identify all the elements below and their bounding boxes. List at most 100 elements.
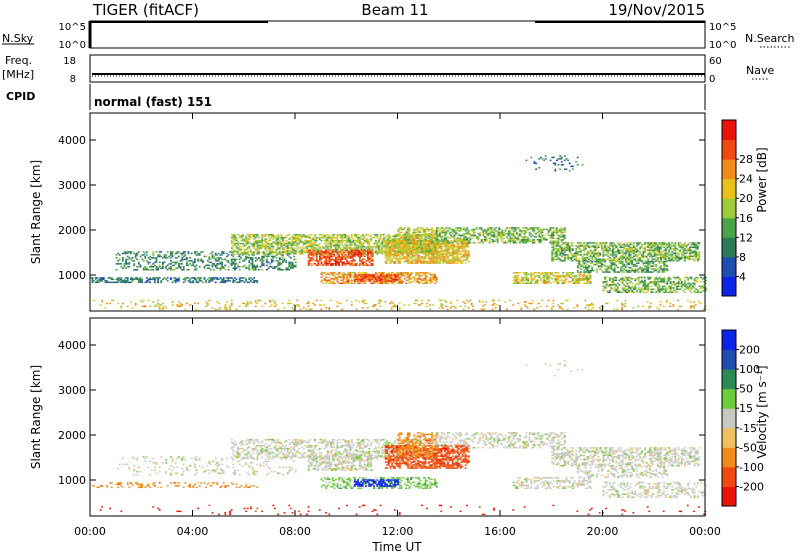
power-cell bbox=[586, 275, 589, 277]
power-cell bbox=[328, 279, 331, 281]
power-cell bbox=[385, 275, 388, 278]
power-cell bbox=[270, 250, 273, 252]
power-cell bbox=[234, 269, 236, 271]
power-cell bbox=[437, 236, 440, 238]
power-cell bbox=[338, 282, 340, 284]
power-cell bbox=[402, 273, 404, 276]
power-cell bbox=[333, 248, 336, 251]
power-cell bbox=[480, 308, 483, 311]
power-cell bbox=[605, 251, 608, 253]
power-cell bbox=[328, 242, 331, 245]
power-cell bbox=[381, 242, 384, 245]
power-cell bbox=[586, 304, 588, 306]
power-cell bbox=[366, 278, 369, 281]
power-cell bbox=[243, 239, 246, 242]
power-cell bbox=[429, 242, 432, 244]
power-cell bbox=[194, 278, 196, 281]
power-cell bbox=[391, 278, 393, 280]
power-cell bbox=[567, 281, 569, 283]
power-cell bbox=[317, 264, 320, 266]
power-cell bbox=[242, 251, 244, 254]
power-cell bbox=[261, 236, 264, 239]
power-cell bbox=[298, 241, 300, 243]
power-cell bbox=[407, 251, 409, 254]
power-cell bbox=[296, 238, 299, 240]
power-cell bbox=[320, 239, 323, 242]
power-cell bbox=[179, 304, 182, 306]
power-cell bbox=[120, 307, 123, 309]
power-cell bbox=[325, 273, 328, 276]
power-cell bbox=[410, 256, 413, 258]
power-cell bbox=[399, 282, 401, 284]
freq-unit-label: [MHz] bbox=[2, 68, 34, 81]
power-cell bbox=[379, 248, 382, 251]
power-cell bbox=[448, 245, 451, 248]
power-cell bbox=[474, 234, 477, 237]
power-cell bbox=[407, 256, 409, 258]
power-cell bbox=[461, 250, 464, 252]
power-cell bbox=[415, 231, 417, 234]
power-cell bbox=[246, 281, 249, 284]
power-cell bbox=[349, 238, 352, 240]
power-cell bbox=[399, 240, 401, 242]
power-cell bbox=[293, 253, 296, 255]
power-cell bbox=[531, 302, 534, 305]
power-cell bbox=[407, 253, 409, 255]
power-cell bbox=[245, 305, 247, 308]
power-cell bbox=[170, 257, 172, 259]
power-cell bbox=[246, 238, 249, 240]
power-cell bbox=[522, 236, 525, 238]
power-cell bbox=[326, 234, 329, 236]
power-cell bbox=[214, 260, 217, 262]
power-cell bbox=[400, 242, 403, 244]
power-cell bbox=[354, 244, 356, 246]
power-cell bbox=[528, 233, 531, 235]
power-cell bbox=[557, 275, 560, 277]
power-cell bbox=[403, 245, 406, 248]
power-cell bbox=[604, 246, 606, 249]
power-cell bbox=[564, 255, 566, 258]
power-cell bbox=[437, 253, 440, 255]
power-cell bbox=[363, 278, 366, 280]
power-cell bbox=[134, 269, 137, 271]
power-cell bbox=[551, 252, 554, 255]
power-cell bbox=[589, 276, 592, 279]
power-cell bbox=[439, 257, 441, 260]
power-cell bbox=[597, 251, 600, 253]
power-cell bbox=[333, 251, 336, 254]
power-cell bbox=[410, 242, 413, 244]
power-cell bbox=[402, 245, 405, 248]
power-cell bbox=[405, 260, 408, 263]
power-cell bbox=[222, 266, 225, 268]
power-cell bbox=[501, 236, 504, 238]
power-cell bbox=[384, 247, 387, 249]
power-cell bbox=[331, 255, 334, 258]
power-cell bbox=[519, 282, 521, 284]
power-cell bbox=[317, 248, 320, 251]
power-cell bbox=[238, 281, 241, 284]
power-cell bbox=[397, 278, 399, 281]
power-cell bbox=[443, 233, 446, 235]
power-cell bbox=[248, 245, 251, 248]
power-cell bbox=[283, 236, 286, 239]
power-cell bbox=[568, 245, 571, 247]
power-cell bbox=[379, 251, 382, 254]
power-cell bbox=[533, 276, 536, 279]
power-cell bbox=[509, 230, 512, 232]
power-cell bbox=[243, 252, 246, 255]
power-cell bbox=[399, 272, 401, 274]
power-cell bbox=[319, 252, 321, 255]
power-cell bbox=[392, 274, 395, 276]
power-cell bbox=[448, 247, 451, 249]
power-cell bbox=[586, 242, 589, 244]
power-cell bbox=[578, 282, 581, 284]
power-cell bbox=[361, 278, 364, 281]
power-cell bbox=[429, 253, 432, 255]
power-cell bbox=[666, 301, 668, 303]
power-cell bbox=[395, 305, 398, 308]
power-cell bbox=[379, 238, 382, 240]
power-cell bbox=[418, 259, 421, 261]
power-cell bbox=[162, 257, 164, 259]
power-cell bbox=[559, 246, 562, 249]
power-cell bbox=[564, 281, 566, 283]
